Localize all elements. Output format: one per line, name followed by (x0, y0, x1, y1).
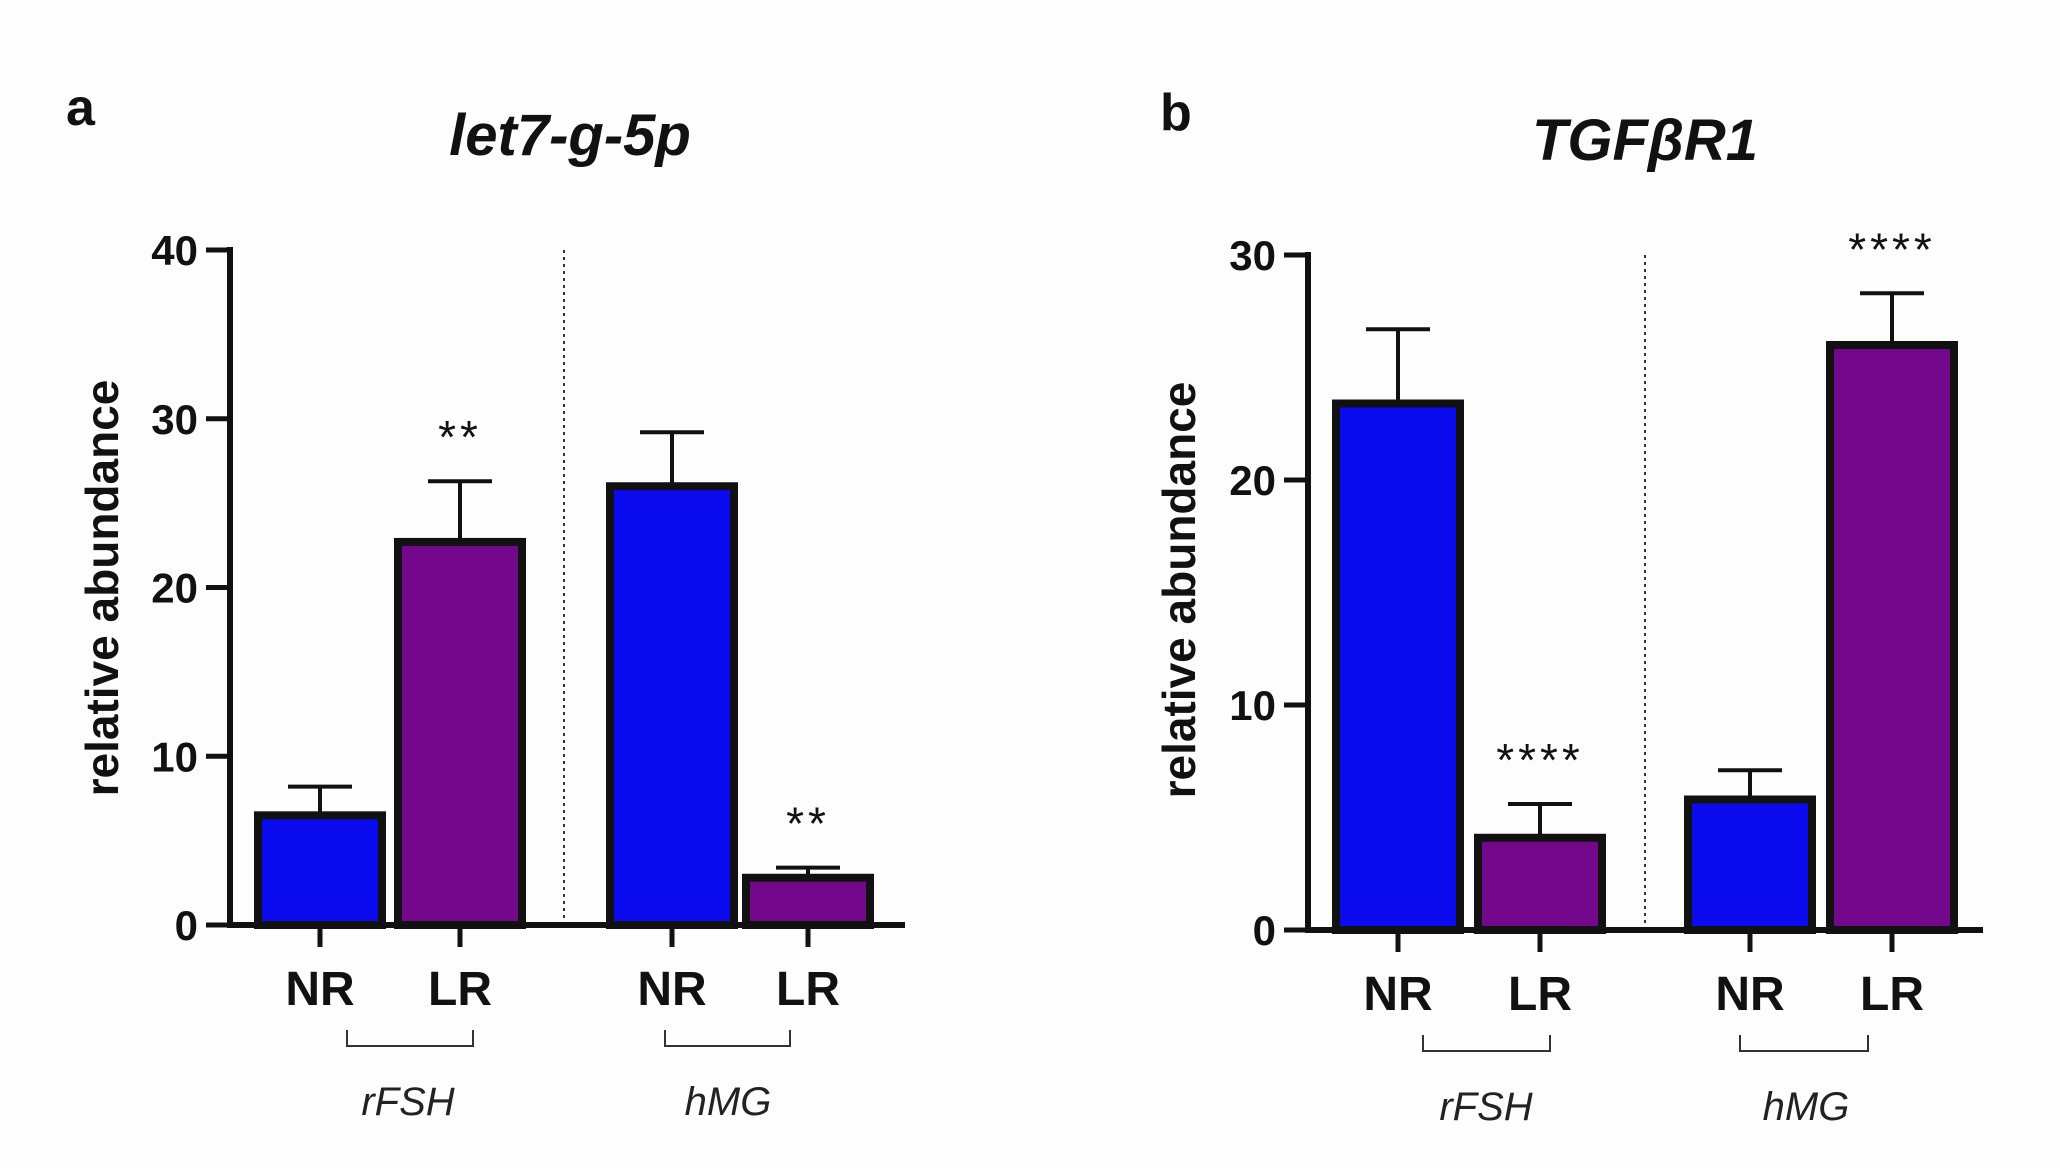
bar-nr (1684, 795, 1816, 934)
significance-marker: **** (1848, 223, 1936, 275)
significance-marker: ** (786, 798, 830, 850)
y-tick-label: 30 (1229, 232, 1276, 279)
bar-nr (606, 482, 738, 929)
group-label: hMG (1763, 1085, 1850, 1129)
y-axis-label: relative abundance (1153, 382, 1205, 799)
bar-lr (1826, 341, 1958, 934)
category-label: NR (285, 963, 354, 1016)
y-tick-label: 20 (151, 565, 198, 612)
panel-letter: b (1160, 84, 1192, 142)
chart-title: let7-g-5p (449, 103, 691, 168)
group-bracket (1739, 1035, 1869, 1052)
category-label: NR (1363, 968, 1432, 1021)
group-label: rFSH (1439, 1085, 1532, 1129)
group-bracket (346, 1030, 474, 1047)
panel-letter: a (66, 79, 96, 137)
group-bracket (1422, 1035, 1551, 1052)
bar-nr (254, 811, 386, 929)
group-label: hMG (685, 1080, 772, 1124)
category-label: LR (776, 963, 840, 1016)
category-label: LR (1860, 968, 1924, 1021)
y-tick-label: 10 (1229, 682, 1276, 729)
group-bracket (664, 1030, 791, 1047)
bar-lr (742, 873, 874, 929)
chart-panel-a: a let7-g-5p relative abundance NR ** LR rFSH NR… (66, 79, 905, 1124)
chart-title: TGFβR1 (1532, 108, 1758, 173)
y-tick-label: 30 (151, 396, 198, 443)
y-tick-label: 0 (1253, 907, 1276, 954)
bar-nr (1332, 399, 1464, 934)
significance-marker: ** (438, 411, 482, 463)
y-tick-label: 0 (175, 902, 198, 949)
category-label: NR (637, 963, 706, 1016)
y-tick-label: 40 (151, 227, 198, 274)
bar-lr (1474, 833, 1606, 934)
group-label: rFSH (361, 1080, 454, 1124)
y-tick-label: 20 (1229, 457, 1276, 504)
chart-panel-b: b TGFβR1 relative abundance NR **** LR rFSH NR *… (1153, 84, 1983, 1129)
category-label: NR (1715, 968, 1784, 1021)
bar-lr (394, 537, 526, 929)
category-label: LR (428, 963, 492, 1016)
category-label: LR (1508, 968, 1572, 1021)
significance-marker: **** (1496, 734, 1584, 786)
y-axis-label: relative abundance (76, 380, 128, 797)
y-tick-label: 10 (151, 733, 198, 780)
